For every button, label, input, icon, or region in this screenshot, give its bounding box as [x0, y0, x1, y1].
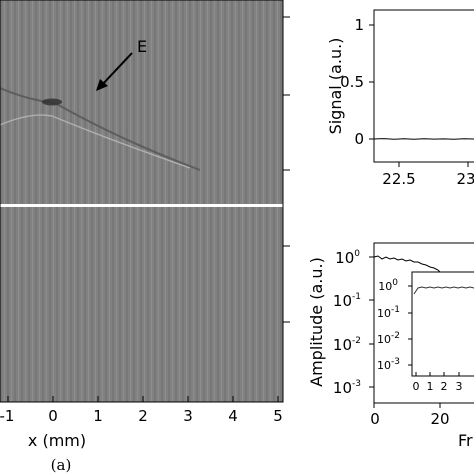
signal-trace — [373, 138, 474, 140]
amplitude-axes-frame — [373, 242, 474, 404]
arrow-icon — [96, 52, 133, 91]
signal-panel: Signal (a.u.) 1 0.5 0 22.5 23 — [326, 9, 474, 188]
amplitude-y-tick-label: 100 — [335, 249, 360, 267]
x-tick-label: -1 — [0, 407, 14, 425]
signal-axes-frame — [373, 9, 474, 163]
bscan-right-ticks — [283, 16, 290, 323]
inset-y-tick-label: 10-2 — [377, 331, 400, 346]
x-tick-label: 4 — [228, 407, 238, 425]
amplitude-y-axis-label: Amplitude (a.u.) — [307, 257, 326, 387]
amplitude-x-ticks — [373, 403, 441, 408]
amplitude-panel: Amplitude (a.u.) 100 10-1 10-2 10-3 0 20… — [307, 242, 474, 450]
inset-y-tick-label: 100 — [378, 278, 398, 293]
bscan-frame — [0, 0, 284, 403]
signal-x-tick-label: 23 — [456, 170, 474, 188]
wavefront-dark — [0, 87, 201, 171]
x-axis-label: x (mm) — [28, 431, 86, 450]
amplitude-inset: 100 10-1 10-2 10-3 0 1 2 3 — [377, 271, 474, 393]
panel-a: E -1 0 1 2 3 4 5 x (mm) (a) — [0, 0, 290, 474]
amplitude-y-tick-label: 10-3 — [333, 379, 361, 397]
bscan-overlay — [0, 0, 283, 402]
wavefront-light — [0, 114, 191, 169]
inset-y-tick-label: 10-1 — [377, 305, 400, 320]
defect-spot — [42, 98, 62, 106]
inset-y-tick-label: 10-3 — [377, 357, 400, 372]
x-tick-label: 0 — [48, 407, 58, 425]
signal-y-tick-label: 0 — [354, 130, 364, 148]
bright-reflection-line — [0, 204, 283, 207]
x-tick-label: 3 — [183, 407, 193, 425]
amplitude-x-tick-label: 20 — [430, 410, 449, 428]
signal-y-ticks — [369, 24, 374, 140]
x-tick-label: 1 — [93, 407, 103, 425]
inset-x-tick-label: 1 — [427, 380, 434, 393]
signal-x-ticks — [398, 162, 469, 167]
signal-y-tick-label: 0.5 — [340, 73, 364, 91]
signal-y-tick-label: 1 — [354, 16, 364, 34]
inset-x-tick-label: 2 — [441, 380, 448, 393]
signal-x-tick-label: 22.5 — [382, 170, 415, 188]
signal-y-axis-label: Signal (a.u.) — [326, 38, 345, 135]
amplitude-x-axis-label: Fr — [458, 431, 473, 450]
amplitude-y-tick-label: 10-1 — [333, 292, 361, 310]
amplitude-y-ticks — [369, 256, 374, 388]
figure-caption: (a) — [51, 456, 72, 474]
x-tick-label: 2 — [138, 407, 148, 425]
inset-x-tick-label: 0 — [413, 380, 420, 393]
inset-x-ticks — [415, 372, 460, 376]
inset-trace — [413, 286, 474, 295]
annotation-label: E — [137, 37, 147, 56]
x-tick-label: 5 — [273, 407, 283, 425]
inset-x-tick-label: 3 — [456, 380, 463, 393]
amplitude-x-tick-label: 0 — [370, 410, 380, 428]
x-axis-ticks — [7, 396, 279, 402]
inset-axes-frame — [411, 271, 474, 377]
bscan-image — [0, 0, 283, 402]
amplitude-y-tick-label: 10-2 — [333, 336, 361, 354]
inset-y-ticks — [408, 285, 412, 366]
